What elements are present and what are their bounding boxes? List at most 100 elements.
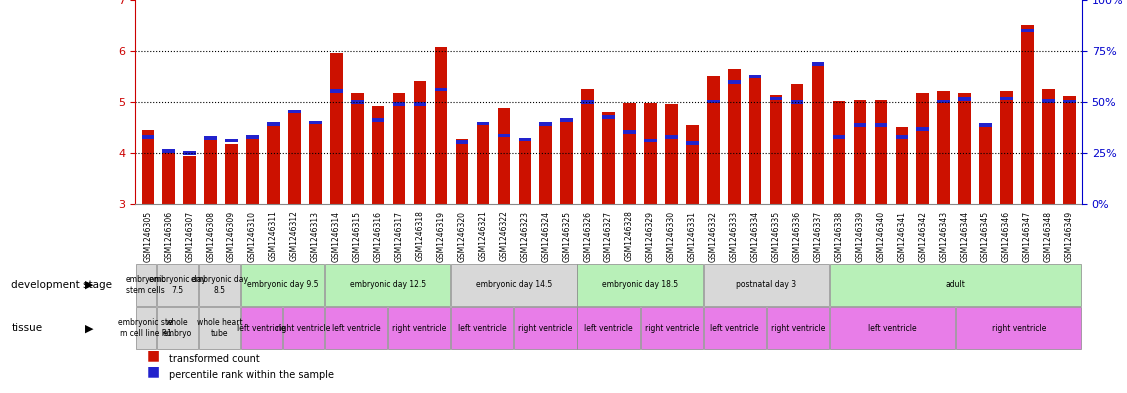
Bar [518,139,531,204]
FancyBboxPatch shape [514,307,577,349]
FancyBboxPatch shape [241,264,325,306]
Text: transformed count: transformed count [169,354,260,364]
Text: embryonic day 14.5: embryonic day 14.5 [476,281,552,289]
FancyBboxPatch shape [135,307,156,349]
Text: development stage: development stage [11,280,113,290]
Text: left ventricle: left ventricle [710,324,760,332]
FancyBboxPatch shape [703,307,766,349]
Text: right ventricle: right ventricle [392,324,446,332]
Bar [246,135,259,139]
Bar [791,100,804,104]
Text: tissue: tissue [11,323,43,333]
Bar [330,53,343,204]
Text: left ventricle: left ventricle [331,324,381,332]
Bar [225,139,238,142]
Text: ■: ■ [147,349,160,363]
Bar [791,84,804,204]
FancyBboxPatch shape [640,307,703,349]
Bar [225,144,238,204]
Bar [184,156,196,204]
Bar [602,115,615,119]
Bar [853,123,867,127]
Bar [1021,29,1033,33]
Text: ■: ■ [147,364,160,378]
Bar [455,139,468,204]
Text: whole heart
tube: whole heart tube [196,318,242,338]
Text: embryonic
stem cells: embryonic stem cells [125,275,166,295]
FancyBboxPatch shape [135,264,156,306]
Text: left ventricle: left ventricle [868,324,917,332]
Bar [686,141,699,145]
Text: whole
embryo: whole embryo [162,318,192,338]
Bar [707,100,719,103]
Bar [1001,97,1013,100]
Bar [1001,91,1013,204]
Bar [455,140,468,144]
Text: right ventricle: right ventricle [645,324,699,332]
Bar [330,89,343,93]
FancyBboxPatch shape [283,307,325,349]
Bar [267,122,279,126]
Text: left ventricle: left ventricle [237,324,286,332]
Bar [435,47,447,204]
Bar [938,100,950,103]
Bar [372,118,384,122]
Bar [833,135,845,139]
FancyBboxPatch shape [157,264,198,306]
FancyBboxPatch shape [198,264,240,306]
Bar [623,130,636,134]
Bar [414,102,426,105]
Bar [938,91,950,204]
Bar [958,97,971,101]
Bar [289,110,301,113]
Bar [645,139,657,142]
Text: embryonic ste
m cell line R1: embryonic ste m cell line R1 [118,318,174,338]
Bar [582,90,594,204]
Bar [707,75,719,204]
Text: ▶: ▶ [85,323,94,333]
Bar [749,75,762,79]
Bar [1063,100,1075,103]
Bar [728,69,740,204]
Bar [142,130,154,204]
Bar [204,137,216,204]
FancyBboxPatch shape [157,307,198,349]
FancyBboxPatch shape [703,264,829,306]
Bar [477,123,489,204]
Bar [372,106,384,204]
Bar [350,93,364,204]
Text: postnatal day 3: postnatal day 3 [736,281,797,289]
Bar [916,93,929,204]
FancyBboxPatch shape [451,264,577,306]
Bar [498,134,511,137]
FancyBboxPatch shape [577,264,703,306]
Bar [162,149,175,152]
Bar [1042,99,1055,103]
Bar [309,121,321,125]
Bar [958,93,971,204]
Bar [623,103,636,204]
Bar [289,114,301,204]
Bar [560,118,573,122]
Bar [414,81,426,204]
FancyBboxPatch shape [956,307,1082,349]
Bar [1042,90,1055,204]
Bar [770,94,782,204]
Bar [645,103,657,204]
Bar [477,122,489,125]
Bar [498,108,511,204]
Text: right ventricle: right ventricle [992,324,1046,332]
Text: embryonic day
8.5: embryonic day 8.5 [190,275,248,295]
Bar [979,123,992,127]
Text: embryonic day 18.5: embryonic day 18.5 [602,281,678,289]
Text: left ventricle: left ventricle [584,324,633,332]
Bar [896,127,908,204]
Bar [350,100,364,104]
Bar [162,152,175,204]
Text: percentile rank within the sample: percentile rank within the sample [169,371,334,380]
Bar [749,78,762,204]
Bar [560,120,573,204]
Bar [267,125,279,204]
Text: adult: adult [946,281,966,289]
Bar [875,99,887,204]
